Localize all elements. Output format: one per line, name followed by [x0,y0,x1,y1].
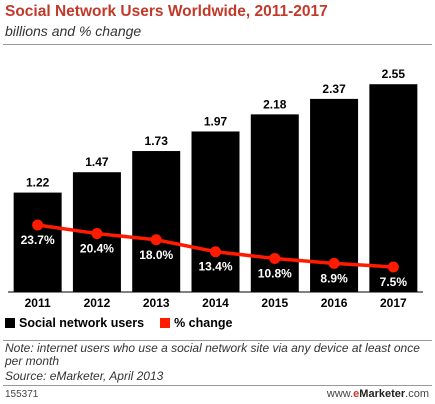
bar [132,151,181,292]
chart-subtitle: billions and % change [5,23,142,39]
legend-swatch-change [160,318,171,328]
bar-value-label: 1.97 [204,114,228,128]
legend-swatch-users [5,318,15,328]
change-point [32,219,44,231]
chart-note: Note: internet users who use a social ne… [5,341,420,368]
brand-e: e [353,388,360,400]
change-point [328,257,340,269]
x-tick-label: 2017 [380,296,407,310]
brand-logo: www.eMarketer.com [327,388,429,400]
bar-value-label: 2.37 [322,82,346,96]
brand-suffix: .com [405,388,429,400]
brand-main: Marketer [359,388,406,400]
chart-source: Source: eMarketer, April 2013 [5,369,164,383]
change-point [210,246,221,258]
bar-value-label: 1.47 [85,155,109,169]
change-point [269,252,281,264]
note-divider [3,340,432,341]
x-tick-label: 2014 [202,296,229,310]
chart-id: 155371 [5,389,39,400]
bar [13,192,62,292]
change-value-label: 13.4% [198,260,232,274]
x-tick-label: 2016 [321,296,348,310]
change-point [387,261,399,273]
bar [369,84,418,292]
legend-item-change: % change [160,316,232,330]
x-tick-label: 2011 [25,296,51,310]
legend-label-change: % change [174,316,233,330]
bar-value-label: 1.22 [26,176,50,190]
bar-value-label: 1.73 [145,134,169,148]
change-point [91,228,103,240]
bar-value-label: 2.55 [382,67,406,81]
x-tick-label: 2012 [84,296,111,310]
legend-item-users: Social network users [5,316,144,330]
brand-prefix: www. [326,388,354,400]
bar-value-label: 2.18 [263,97,287,111]
change-value-label: 20.4% [80,242,114,256]
bar [250,114,299,293]
change-value-label: 18.0% [139,248,173,262]
chart-title: Social Network Users Worldwide, 2011-201… [5,3,328,20]
change-value-label: 23.7% [21,233,55,247]
change-point [150,234,162,246]
x-tick-label: 2015 [261,296,288,310]
x-tick-label: 2013 [143,296,170,310]
change-value-label: 8.9% [320,271,348,285]
bar [191,131,240,292]
change-value-label: 7.5% [380,275,408,289]
change-value-label: 10.8% [258,266,292,280]
top-divider [3,44,432,45]
chart-area: 1.22 1.47 1.73 1.97 2.18 2.37 2.55 2011 2012 2013… [8,67,423,310]
legend: Social network users % change [5,316,248,330]
footer-divider [3,385,432,386]
legend-label-users: Social network users [19,316,145,330]
